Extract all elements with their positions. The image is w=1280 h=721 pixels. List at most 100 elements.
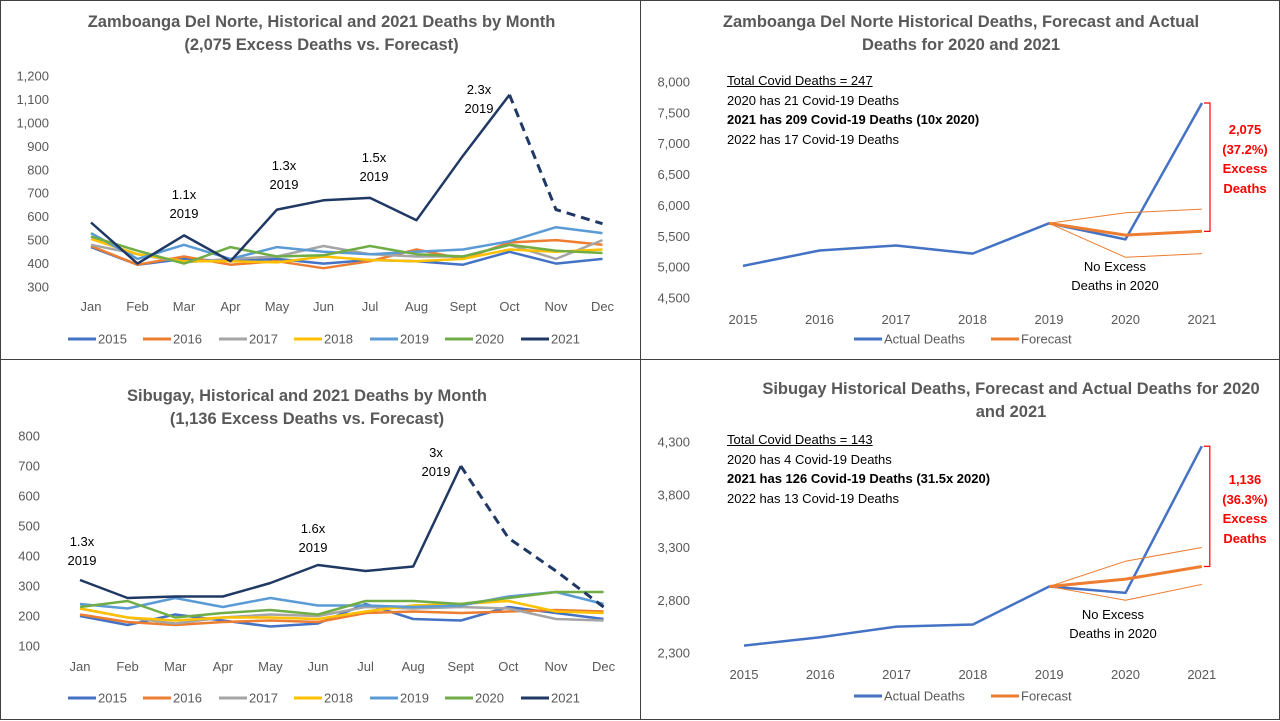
x-tick-label: Jul [357, 659, 374, 674]
x-tick-label: Aug [405, 299, 428, 314]
chart-title-line1: Zamboanga Del Norte Historical Deaths, F… [722, 13, 1200, 31]
y-tick-label: 3,300 [657, 540, 690, 555]
chart-title: Zamboanga Del Norte, Historical and 2021… [1, 11, 642, 57]
monthly-deaths-chart-zamboanga: Zamboanga Del Norte, Historical and 2021… [0, 0, 641, 360]
x-tick-label: Oct [498, 659, 519, 674]
info-line: 2022 has 17 Covid-19 Deaths [727, 131, 900, 147]
excess-percent: (36.3%) [1222, 491, 1268, 507]
chart-title-line2: (1,136 Excess Deaths vs. Forecast) [169, 410, 445, 428]
y-tick-label: 2,300 [657, 646, 690, 661]
info-line: 2021 has 126 Covid-19 Deaths (31.5x 2020… [727, 471, 991, 486]
y-tick-label: 800 [18, 429, 40, 444]
annotation-text: 1.3x [272, 158, 297, 173]
covid-deaths-info: Total Covid Deaths = 143 2020 has 4 Covi… [727, 430, 990, 508]
legend-label: 2020 [475, 691, 504, 706]
legend-label: 2016 [173, 332, 202, 347]
annotation-text: 2.3x [467, 82, 492, 97]
chart-title-line2: Deaths for 2020 and 2021 [861, 36, 1061, 54]
series-line-2016 [90, 238, 603, 270]
x-tick-label: Nov [544, 659, 568, 674]
legend-label: Forecast [1021, 332, 1072, 347]
legend-label: 2020 [475, 332, 504, 347]
y-tick-label: 700 [18, 459, 40, 474]
annotation-text: 1.6x [301, 521, 326, 536]
y-tick-label: 6,500 [657, 167, 690, 182]
y-tick-label: 300 [27, 280, 49, 295]
excess-value: 2,075 [1228, 122, 1262, 137]
x-tick-label: Nov [544, 299, 568, 314]
excess-percent: (37.2%) [1222, 141, 1268, 157]
monthly-deaths-chart-sibugay: Sibugay, Historical and 2021 Deaths by M… [0, 359, 641, 720]
excess-bracket [1203, 445, 1211, 568]
y-tick-label: 700 [27, 186, 49, 201]
annotation-text: 2019 [68, 553, 97, 568]
x-tick-label: 2020 [1111, 312, 1140, 327]
legend-label: 2019 [400, 691, 429, 706]
deaths-word: Deaths [1223, 530, 1267, 546]
info-line: Total Covid Deaths = 143 [727, 432, 873, 447]
series-line-2019 [90, 225, 603, 261]
legend-label: 2018 [324, 332, 353, 347]
legend-label: 2017 [249, 691, 278, 706]
x-tick-label: 2018 [958, 312, 987, 327]
x-tick-label: 2021 [1187, 667, 1216, 682]
annotation-text: 3x [429, 445, 443, 460]
legend-label: 2015 [98, 691, 127, 706]
chart-title: Sibugay Historical Deaths, Forecast and … [741, 378, 1280, 424]
series-line-forecast [1048, 221, 1203, 237]
x-tick-label: Jan [70, 659, 91, 674]
series-line-forecast-band [1048, 208, 1203, 224]
legend-label: Actual Deaths [884, 332, 965, 347]
y-tick-label: 300 [18, 579, 40, 594]
annotation-text: 1.5x [362, 150, 387, 165]
legend-label: 2015 [98, 332, 127, 347]
x-tick-label: 2017 [882, 667, 911, 682]
legend-label: 2016 [173, 691, 202, 706]
info-line: 2022 has 13 Covid-19 Deaths [727, 490, 900, 506]
y-tick-label: 7,500 [657, 105, 690, 120]
y-tick-label: 2,800 [657, 593, 690, 608]
annotation-text: Deaths in 2020 [1069, 626, 1156, 641]
forecast-chart-zamboanga: Zamboanga Del Norte Historical Deaths, F… [640, 0, 1280, 360]
x-tick-label: 2018 [958, 667, 987, 682]
x-tick-label: 2015 [730, 667, 759, 682]
x-tick-label: 2019 [1035, 667, 1064, 682]
excess-word: Excess [1222, 161, 1268, 176]
excess-word: Excess [1222, 511, 1268, 526]
excess-value: 1,136 [1228, 472, 1262, 487]
y-tick-label: 900 [27, 139, 49, 154]
chart-title-line2: (2,075 Excess Deaths vs. Forecast) [184, 36, 459, 54]
series-line-2018 [79, 599, 604, 622]
y-tick-label: 7,000 [657, 136, 690, 151]
x-tick-label: Aug [402, 659, 425, 674]
chart-title: Sibugay, Historical and 2021 Deaths by M… [0, 385, 617, 431]
x-tick-label: 2019 [1035, 312, 1064, 327]
legend-label: 2019 [400, 332, 429, 347]
annotation-text: 2019 [465, 101, 494, 116]
info-line: 2020 has 21 Covid-19 Deaths [727, 92, 900, 108]
series-line-forecast-band [1049, 583, 1202, 601]
y-tick-label: 8,000 [657, 75, 690, 90]
y-tick-label: 100 [18, 639, 40, 654]
x-tick-label: Jun [313, 299, 334, 314]
annotation-text: Deaths in 2020 [1071, 278, 1158, 293]
x-tick-label: Dec [592, 659, 616, 674]
info-line: 2020 has 4 Covid-19 Deaths [727, 451, 892, 467]
series-line-actual-deaths [743, 445, 1203, 647]
info-line: 2021 has 209 Covid-19 Deaths (10x 2020) [727, 112, 980, 127]
x-tick-label: 2016 [806, 667, 835, 682]
x-tick-label: 2020 [1111, 667, 1140, 682]
chart-canvas: 4,500 5,000 5,500 6,000 6,500 7,000 7,500 8,000… [657, 75, 1216, 347]
legend-label: 2021 [551, 691, 580, 706]
y-tick-label: 600 [18, 489, 40, 504]
annotation-text: 2019 [299, 540, 328, 555]
x-tick-label: Apr [213, 659, 234, 674]
y-tick-label: 4,300 [657, 435, 690, 450]
y-tick-label: 400 [27, 256, 49, 271]
annotation-text: 2019 [270, 177, 299, 192]
deaths-word: Deaths [1223, 180, 1267, 196]
chart-canvas: 300 400 500 600 700 800 900 1,000 1,100 1,200 Jan F… [16, 69, 614, 347]
series-line-2018 [90, 237, 603, 264]
y-tick-label: 500 [18, 519, 40, 534]
y-tick-label: 200 [18, 609, 40, 624]
